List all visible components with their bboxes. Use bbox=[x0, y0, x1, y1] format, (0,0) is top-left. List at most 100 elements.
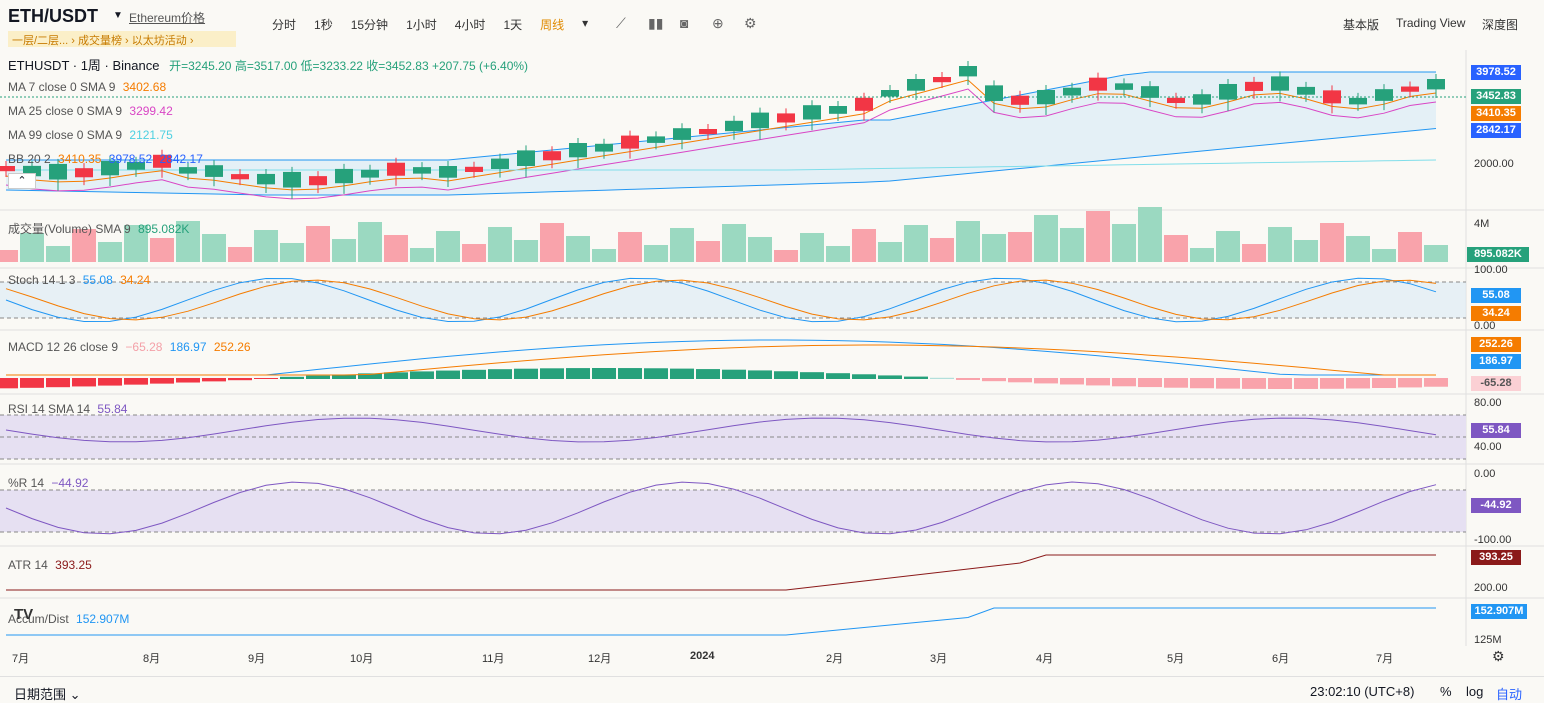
candle-body bbox=[257, 173, 275, 185]
volume-bar bbox=[1034, 215, 1058, 262]
tab-interval[interactable]: 分时 bbox=[272, 18, 297, 32]
auto-toggle[interactable]: 自动 bbox=[1496, 687, 1523, 702]
volume-bar bbox=[644, 245, 668, 262]
macd-histogram-bar bbox=[20, 378, 44, 388]
atr-axis: 200.00 bbox=[1474, 582, 1508, 594]
volume-bar bbox=[1164, 235, 1188, 262]
time-axis-label: 3月 bbox=[930, 653, 948, 665]
volume-bar bbox=[254, 230, 278, 262]
ma7-label: MA 7 close 0 SMA 9 bbox=[8, 80, 116, 94]
volume-bar bbox=[1086, 211, 1110, 262]
promo-banner[interactable]: 一层/二层... › 成交量榜 › 以太坊活动 › bbox=[8, 31, 236, 47]
ethereum-price-link[interactable]: Ethereum价格 bbox=[129, 11, 206, 25]
ma25-value: 3299.42 bbox=[129, 104, 173, 118]
time-axis-label: 10月 bbox=[350, 653, 374, 665]
atr-tag: 393.25 bbox=[1471, 550, 1521, 565]
time-axis-label: 2024 bbox=[690, 650, 715, 662]
volume-bar bbox=[124, 225, 148, 262]
candle-body bbox=[777, 113, 795, 123]
gear-icon[interactable]: ⚙ bbox=[744, 15, 757, 31]
collapse-legend-button[interactable]: ⌃ bbox=[8, 173, 36, 189]
date-range-button[interactable]: 日期范围 ⌄ bbox=[14, 684, 81, 703]
accum-axis: 125M bbox=[1474, 634, 1502, 646]
candles-icon[interactable]: ▮▮ bbox=[648, 15, 664, 31]
chevron-down-icon[interactable]: ▼ bbox=[113, 10, 123, 21]
volume-bar bbox=[306, 226, 330, 262]
time-axis-label: 5月 bbox=[1167, 653, 1185, 665]
macd-histogram-bar bbox=[1060, 378, 1084, 385]
macd-label: MACD 12 26 close 9 bbox=[8, 340, 119, 354]
macd-histogram-bar bbox=[72, 378, 96, 387]
log-toggle[interactable]: log bbox=[1466, 684, 1484, 699]
tab-interval-active[interactable]: 周线 bbox=[540, 18, 565, 32]
volume-bar bbox=[878, 242, 902, 262]
chart-area[interactable]: ETHUSDT · 1周 · Binance 开=3245.20 高=3517.… bbox=[0, 50, 1544, 646]
candle-body bbox=[1245, 81, 1263, 91]
stoch-axis-bottom: 0.00 bbox=[1474, 320, 1496, 332]
macd-histogram-bar bbox=[1112, 378, 1136, 387]
tab-interval[interactable]: 1小时 bbox=[406, 18, 437, 32]
candle-body bbox=[179, 167, 197, 174]
candle-body bbox=[881, 90, 899, 97]
volume-bar bbox=[98, 242, 122, 262]
clock-display[interactable]: 23:02:10 (UTC+8) bbox=[1310, 684, 1415, 699]
volume-bar bbox=[774, 250, 798, 262]
camera-icon[interactable]: ◙ bbox=[680, 15, 689, 31]
settings-gear-icon[interactable]: ⚙ bbox=[1492, 648, 1505, 664]
wr-tag: -44.92 bbox=[1471, 498, 1521, 513]
stoch-legend: Stoch 14 1 3 55.08 34.24 bbox=[8, 273, 150, 287]
tab-interval[interactable]: 15分钟 bbox=[350, 18, 389, 32]
tab-interval[interactable]: 1天 bbox=[503, 18, 523, 32]
basic-view-button[interactable]: 基本版 bbox=[1343, 18, 1380, 32]
macd-histogram-bar bbox=[1424, 378, 1448, 387]
wr-band bbox=[0, 490, 1466, 532]
chart-canvas[interactable] bbox=[0, 50, 1544, 646]
add-icon[interactable]: ⊕ bbox=[712, 15, 724, 31]
tab-interval[interactable]: 4小时 bbox=[454, 18, 486, 32]
volume-value: 895.082K bbox=[138, 222, 190, 236]
volume-bar bbox=[202, 234, 226, 262]
volume-bar bbox=[1242, 244, 1266, 262]
candle-body bbox=[387, 162, 405, 176]
wr-axis-top: 0.00 bbox=[1474, 468, 1496, 480]
time-axis-label: 8月 bbox=[143, 653, 161, 665]
candle-body bbox=[283, 171, 301, 188]
macd-histogram-bar bbox=[592, 368, 616, 379]
macd-histogram-bar bbox=[904, 376, 928, 379]
wr-label: %R 14 bbox=[8, 476, 45, 490]
macd-histogram-bar bbox=[1294, 378, 1318, 389]
volume-bar bbox=[592, 249, 616, 262]
volume-bar bbox=[800, 233, 824, 262]
macd-histogram-bar bbox=[956, 378, 980, 380]
rsi-line bbox=[5, 417, 1437, 443]
indicator-icon[interactable]: ⟋ bbox=[616, 15, 626, 31]
candle-body bbox=[465, 166, 483, 172]
volume-bar bbox=[150, 238, 174, 262]
tab-interval[interactable]: 1秒 bbox=[314, 18, 333, 32]
stoch-d-tag: 34.24 bbox=[1471, 306, 1521, 321]
bb-basis-tag: 3410.35 bbox=[1471, 106, 1521, 121]
depth-chart-button[interactable]: 深度图 bbox=[1482, 18, 1519, 32]
candle-body bbox=[725, 120, 743, 132]
interval-dropdown-icon[interactable]: ▾ bbox=[582, 16, 589, 30]
symbol-title[interactable]: ETH/USDT bbox=[8, 6, 98, 26]
tradingview-button[interactable]: Trading View bbox=[1396, 16, 1466, 30]
candle-body bbox=[985, 85, 1003, 101]
wr-value: −44.92 bbox=[51, 476, 89, 490]
candle-body bbox=[413, 167, 431, 174]
candle-body bbox=[933, 77, 951, 83]
macd-histogram-bar bbox=[540, 368, 564, 379]
ma99-line bbox=[6, 159, 1437, 171]
volume-bar bbox=[228, 247, 252, 262]
accum-dist-line bbox=[6, 607, 1436, 636]
volume-bar bbox=[488, 227, 512, 262]
macd-histogram-bar bbox=[280, 376, 304, 379]
volume-bar bbox=[1398, 232, 1422, 262]
volume-bar bbox=[1424, 245, 1448, 262]
macd-histogram-bar bbox=[1346, 378, 1370, 389]
time-axis-label: 7月 bbox=[1376, 653, 1394, 665]
percent-toggle[interactable]: % bbox=[1440, 684, 1452, 699]
macd-histogram-bar bbox=[306, 375, 330, 379]
volume-bar bbox=[1346, 236, 1370, 262]
interval-tabs: 分时 1秒 15分钟 1小时 4小时 1天 周线 ▾ bbox=[272, 16, 606, 33]
